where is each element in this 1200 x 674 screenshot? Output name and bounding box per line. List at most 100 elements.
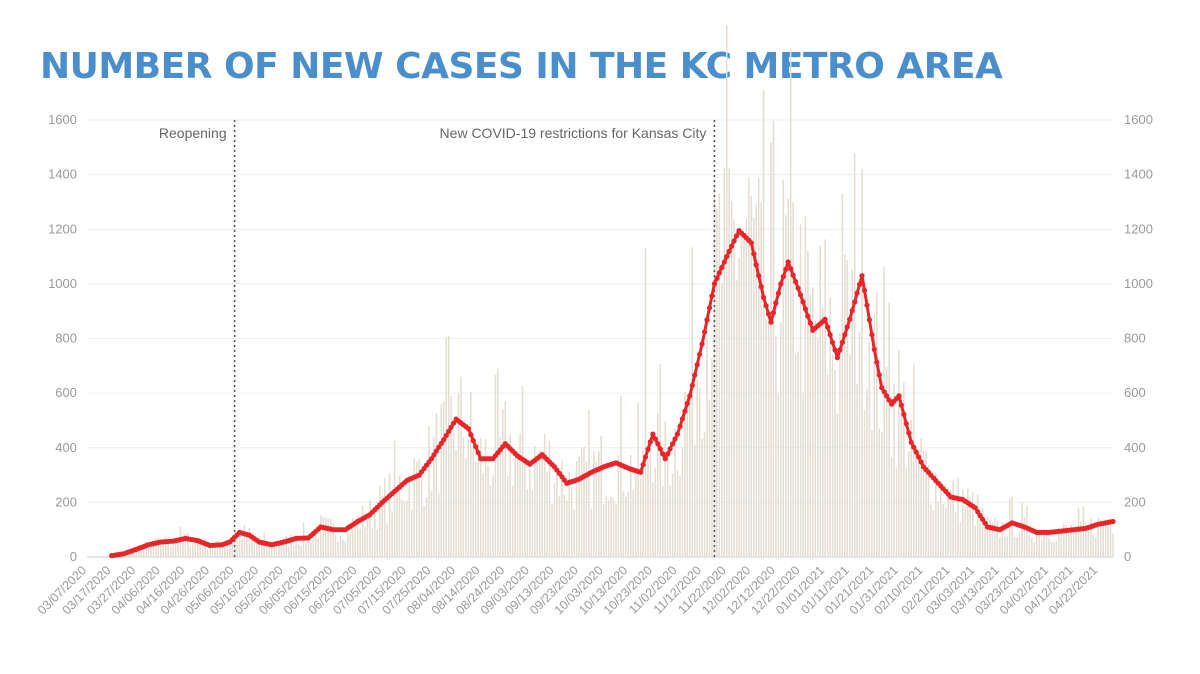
line-point [441,437,447,443]
daily-case-bar [243,525,246,557]
line-point [896,393,902,399]
line-point [682,408,688,414]
line-point [748,240,754,246]
daily-case-bar [925,451,927,557]
daily-case-bar [789,48,792,557]
daily-case-bar [349,533,352,557]
daily-case-bar [952,480,954,557]
daily-case-bar [740,233,743,557]
daily-case-bar [406,500,408,557]
daily-case-bar [280,543,283,557]
daily-case-bar [804,216,807,557]
daily-case-bar [1048,538,1050,557]
line-point [702,329,708,335]
daily-case-bar [602,504,605,557]
line-point [662,456,668,462]
daily-case-bar [366,520,369,557]
daily-case-bar [393,440,396,557]
daily-case-bar [821,308,824,557]
line-point [428,456,435,462]
daily-case-bar [379,485,381,557]
daily-case-bar [1075,526,1077,557]
daily-case-bar [693,444,696,557]
daily-case-bar [745,218,748,557]
line-point [734,233,740,239]
line-point [709,293,715,299]
line-point [724,254,730,260]
daily-case-bar [334,535,337,557]
y-tick-label-right: 400 [1124,440,1146,455]
line-point [805,313,811,319]
daily-case-bar [937,501,940,557]
daily-case-bar [506,476,509,557]
daily-case-bar [465,457,467,557]
daily-case-bar [824,239,826,557]
line-point [802,306,809,312]
daily-case-bar [386,523,388,557]
daily-case-bar [1067,529,1070,557]
daily-case-bar [905,468,908,557]
daily-case-bar [639,478,642,557]
daily-case-bar [1058,528,1060,557]
daily-case-bar [829,297,831,557]
daily-case-bar [1026,505,1028,557]
daily-case-bar [812,287,814,557]
line-point [795,285,801,291]
daily-case-bar [585,461,588,557]
daily-case-bar [920,438,922,557]
daily-case-bar [637,402,639,557]
daily-case-bar [339,535,342,557]
daily-case-bar [750,196,753,558]
daily-case-bar [132,550,135,557]
daily-case-bar [775,335,777,557]
daily-case-bar [556,466,558,557]
daily-case-bar [1055,540,1058,557]
daily-case-bar [553,483,556,557]
daily-case-bar [807,251,809,557]
daily-case-bar [1053,542,1055,557]
daily-case-bar [295,539,297,557]
daily-case-bar [536,456,539,557]
line-point [719,264,725,271]
daily-case-bar [477,441,479,557]
daily-case-bar [140,550,142,557]
y-axis-left: 0 200 400 600 800 1000 1200 1400 1600 [48,112,77,564]
daily-case-bar [103,555,105,557]
daily-case-bar [802,392,804,557]
daily-case-bar [150,542,152,557]
daily-case-bar [322,517,324,557]
daily-case-bar [231,540,233,557]
daily-case-bar [167,543,169,557]
daily-case-bar [524,462,526,557]
daily-case-bar [315,529,317,557]
daily-case-bar [671,473,674,557]
daily-case-bar [300,545,302,557]
daily-case-bar [883,267,885,557]
line-point [854,290,860,296]
daily-case-bar [251,534,253,557]
daily-case-bar [698,388,701,557]
line-point [829,339,836,345]
daily-case-bar [900,392,903,557]
daily-case-bar [962,489,964,557]
line-point [674,431,681,437]
daily-case-bar [317,538,320,557]
daily-case-bar [467,439,470,557]
daily-case-bar [494,375,497,557]
daily-case-bar [509,434,511,557]
daily-case-bar [396,485,398,557]
daily-case-bar [374,510,376,557]
daily-case-bar [248,528,251,557]
daily-case-bar [1060,531,1063,557]
daily-case-bar [361,505,364,557]
y-tick-label-left: 0 [70,549,77,564]
daily-case-bar [371,527,374,557]
daily-case-bar [605,495,607,557]
daily-case-bar [721,283,723,557]
daily-case-bar [164,536,167,557]
daily-case-bar [1006,536,1008,557]
daily-case-bar [199,542,201,557]
daily-case-bar [329,518,332,557]
daily-case-bar [452,432,455,557]
line-point [665,451,671,457]
